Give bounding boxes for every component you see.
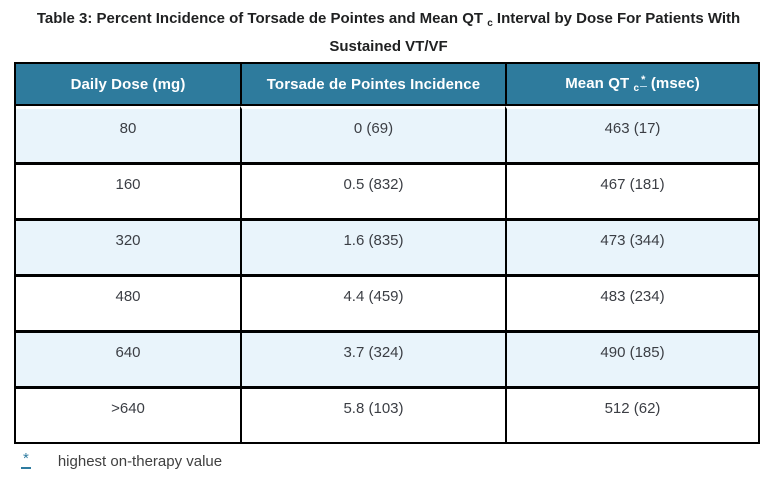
cell-mean-qtc: 483 (234) [505,274,758,330]
caption-line2: Sustained VT/VF [329,38,448,55]
table-footnote: * highest on-therapy value [21,450,223,471]
cell-dose: 320 [16,218,240,274]
cell-dose: 480 [16,274,240,330]
cell-dose: 640 [16,330,240,386]
cell-mean-qtc: 463 (17) [505,106,758,162]
cell-dose: >640 [16,386,240,442]
footnote-text: highest on-therapy value [57,453,223,470]
footnote-marker-asterisk[interactable]: * [21,450,31,469]
cell-mean-qtc: 467 (181) [505,162,758,218]
cell-dose: 80 [16,106,240,162]
cell-tdp-incidence: 5.8 (103) [240,386,505,442]
table-row: 640 3.7 (324) 490 (185) [16,330,758,386]
cell-tdp-incidence: 0.5 (832) [240,162,505,218]
header-text: (msec) [646,74,700,92]
caption-text: Table 3: Percent Incidence of Torsade de… [36,10,488,27]
cell-tdp-incidence: 1.6 (835) [240,218,505,274]
cell-mean-qtc: 512 (62) [505,386,758,442]
table-row: 80 0 (69) 463 (17) [16,106,758,162]
cell-tdp-incidence: 3.7 (324) [240,330,505,386]
table-header-row: Daily Dose (mg) Torsade de Pointes Incid… [16,64,758,106]
table-row: 320 1.6 (835) 473 (344) [16,218,758,274]
caption-line1: Table 3: Percent Incidence of Torsade de… [36,10,741,29]
table-row: 480 4.4 (459) 483 (234) [16,274,758,330]
cell-mean-qtc: 473 (344) [505,218,758,274]
table-row: >640 5.8 (103) 512 (62) [16,386,758,442]
cell-tdp-incidence: 0 (69) [240,106,505,162]
dose-incidence-table: Daily Dose (mg) Torsade de Pointes Incid… [14,62,760,444]
cell-dose: 160 [16,162,240,218]
qtc-subscript: c [633,82,640,94]
column-header-tdp-incidence: Torsade de Pointes Incidence [240,64,505,106]
qtc-subscript: c [487,18,493,29]
header-text: Mean QT [565,74,634,92]
column-header-daily-dose: Daily Dose (mg) [16,64,240,106]
caption-text: Interval by Dose For Patients With [492,10,741,27]
footnote-ref-asterisk[interactable]: * [640,73,647,87]
cell-mean-qtc: 490 (185) [505,330,758,386]
table-caption: Table 3: Percent Incidence of Torsade de… [0,7,777,58]
column-header-mean-qtc: Mean QT c* (msec) [505,64,758,106]
cell-tdp-incidence: 4.4 (459) [240,274,505,330]
table-row: 160 0.5 (832) 467 (181) [16,162,758,218]
